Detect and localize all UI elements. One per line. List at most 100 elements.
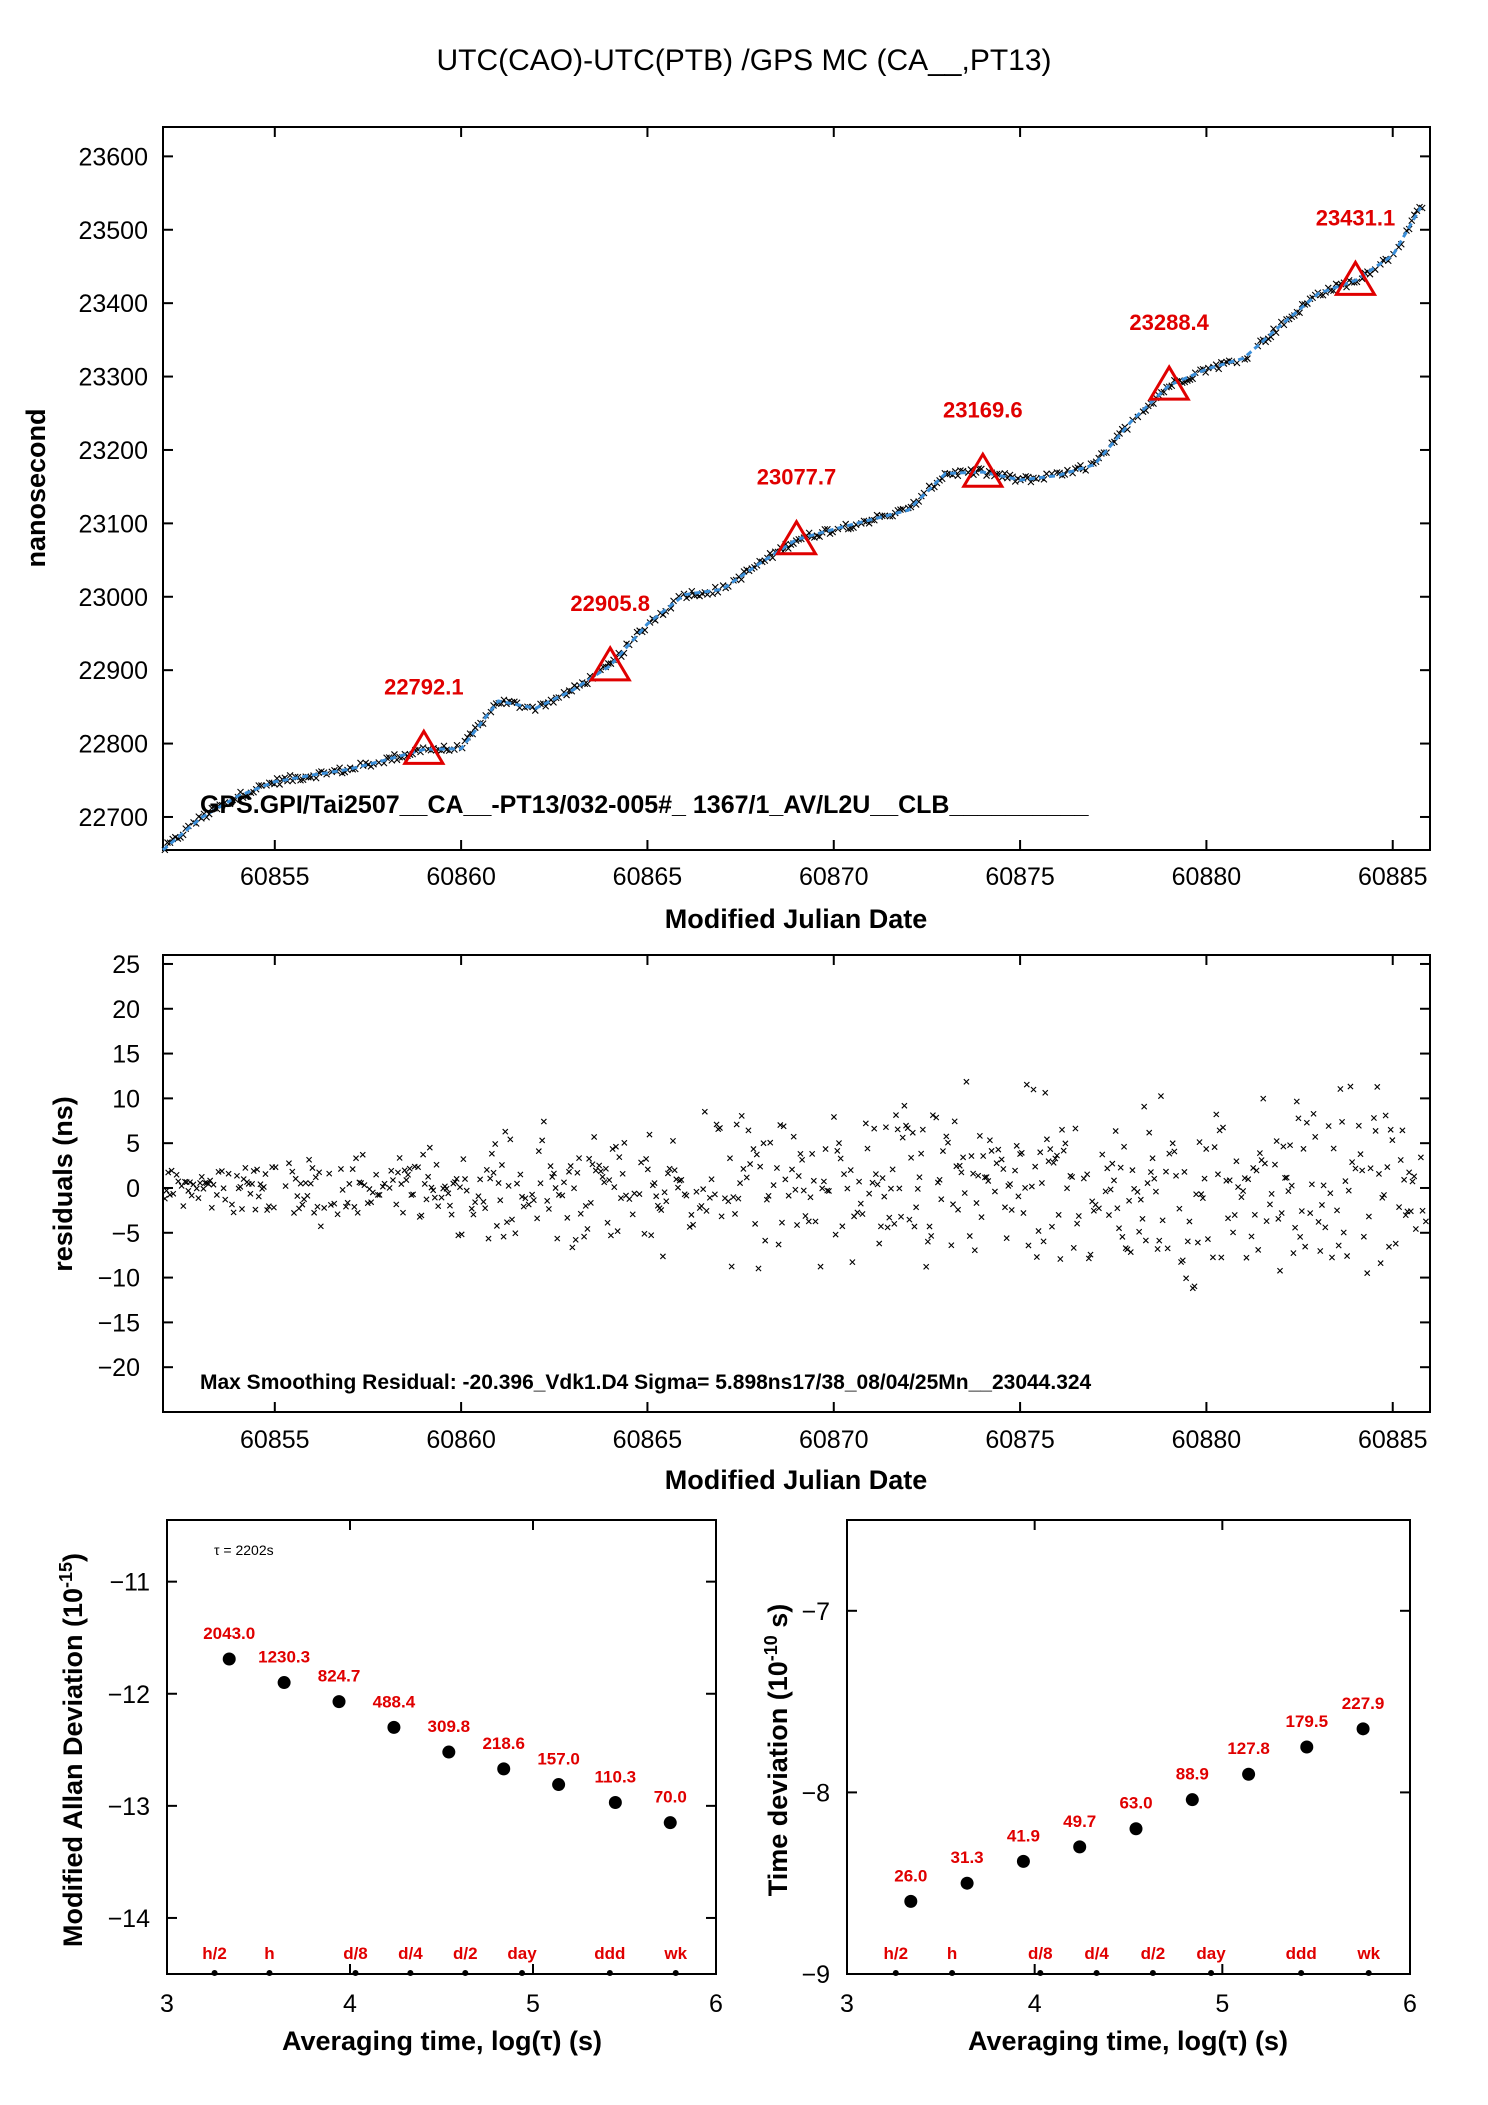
residual-point	[497, 1197, 504, 1204]
residual-point	[446, 1202, 453, 1209]
tdev-point-label: 127.8	[1227, 1739, 1270, 1758]
residual-point	[1152, 1188, 1159, 1195]
residual-point	[198, 1173, 205, 1180]
residual-point	[180, 1203, 187, 1210]
residual-point	[451, 1178, 458, 1185]
residual-point	[659, 1253, 666, 1260]
residual-point	[297, 1180, 304, 1187]
residual-point	[617, 1195, 624, 1202]
residual-point	[586, 1155, 593, 1162]
residual-point	[399, 1209, 406, 1216]
mdev-point	[552, 1778, 566, 1792]
residual-point	[309, 1164, 316, 1171]
residual-point	[178, 1182, 185, 1189]
tdev-point-label: 63.0	[1119, 1794, 1152, 1813]
residual-point	[1256, 1150, 1263, 1157]
residual-point	[874, 1181, 881, 1188]
residual-point	[264, 1207, 271, 1213]
mdev-point	[663, 1816, 677, 1830]
timeseries-triangle-marker	[1147, 364, 1191, 401]
residual-point	[841, 1171, 848, 1178]
residual-point	[904, 1125, 911, 1132]
residual-point	[1080, 1175, 1087, 1182]
residual-point	[834, 1147, 841, 1154]
residual-point	[493, 1222, 500, 1229]
timeseries-panel: 22792.1 22905.8 23077.7 23169.6 23288.4 23431…	[21, 126, 1431, 934]
residual-point	[394, 1169, 401, 1176]
residual-point	[686, 1223, 693, 1230]
residual-point	[678, 1176, 685, 1183]
residual-point	[757, 1163, 764, 1170]
residual-point	[901, 1102, 908, 1109]
timeseries-annotation: GPS.GPI/Tai2507__CA__-PT13/032-005#_ 136…	[200, 791, 1090, 819]
residual-point	[824, 1187, 831, 1194]
tdev-ytick-label: −8	[801, 1779, 830, 1807]
residual-point	[1290, 1250, 1297, 1257]
mdev-xtick-label: 4	[343, 1990, 357, 2018]
residual-point	[929, 1112, 936, 1119]
residual-point	[539, 1137, 546, 1144]
residual-point	[353, 1155, 360, 1162]
tdev-point	[1185, 1793, 1199, 1807]
residual-point	[559, 1192, 566, 1199]
residual-point	[1105, 1212, 1112, 1219]
mdev-xtick-label: 6	[709, 1990, 723, 2018]
tdev-xtick-label: 3	[840, 1990, 854, 2018]
residual-point	[1156, 1237, 1163, 1244]
residual-point	[604, 1219, 611, 1226]
residual-point	[165, 1169, 172, 1176]
timeseries-triangle-marker	[1333, 259, 1378, 296]
residual-point	[202, 1179, 209, 1186]
residual-point	[1022, 1184, 1029, 1191]
residual-point	[1144, 1180, 1151, 1187]
mdev-ylabel-close: )	[58, 1553, 88, 1562]
residual-point	[1241, 1175, 1248, 1182]
residual-point	[1307, 1210, 1314, 1217]
residual-point	[1255, 1246, 1262, 1253]
residual-point	[775, 1241, 782, 1248]
residual-point	[455, 1232, 462, 1239]
residual-point	[1173, 1172, 1180, 1179]
residual-point	[475, 1193, 482, 1200]
residual-point	[1003, 1235, 1010, 1242]
residual-point	[503, 1219, 510, 1226]
residual-point	[482, 1205, 489, 1212]
timeseries-point	[1215, 365, 1223, 373]
tdev-point	[904, 1894, 918, 1908]
mdev-xtick-label: 3	[160, 1990, 174, 2018]
residuals-ytick-label: −5	[111, 1220, 140, 1248]
residual-point	[701, 1108, 708, 1115]
residual-point	[1062, 1140, 1069, 1147]
residual-point	[552, 1184, 559, 1191]
residual-point	[1268, 1190, 1275, 1197]
residual-point	[980, 1152, 987, 1159]
residual-point	[1127, 1249, 1134, 1256]
residual-point	[1043, 1136, 1050, 1143]
residual-point	[881, 1193, 888, 1200]
residual-point	[1087, 1251, 1094, 1258]
residual-point	[161, 1195, 168, 1202]
residual-point	[423, 1196, 430, 1203]
tdev-frame	[846, 1519, 1411, 1975]
residual-point	[294, 1193, 301, 1200]
residual-point	[669, 1137, 676, 1144]
residual-point	[529, 1191, 536, 1198]
residual-point	[1055, 1211, 1062, 1218]
residual-point	[514, 1180, 521, 1187]
residual-point	[472, 1199, 479, 1206]
residual-point	[629, 1211, 636, 1218]
mdev-tau-marker-label: d/2	[453, 1944, 478, 1963]
residual-point	[356, 1179, 363, 1186]
mdev-point-label: 2043.0	[203, 1624, 255, 1643]
residual-point	[262, 1171, 269, 1178]
residual-point	[877, 1223, 884, 1230]
residual-point	[975, 1172, 982, 1179]
residual-point	[334, 1211, 341, 1218]
residual-point	[835, 1140, 842, 1147]
residual-point	[317, 1223, 324, 1230]
residual-point	[1293, 1098, 1300, 1105]
residual-point	[879, 1175, 886, 1182]
residual-point	[792, 1186, 799, 1193]
mdev-xlabel: Averaging time, log(τ) (s)	[282, 2026, 602, 2056]
